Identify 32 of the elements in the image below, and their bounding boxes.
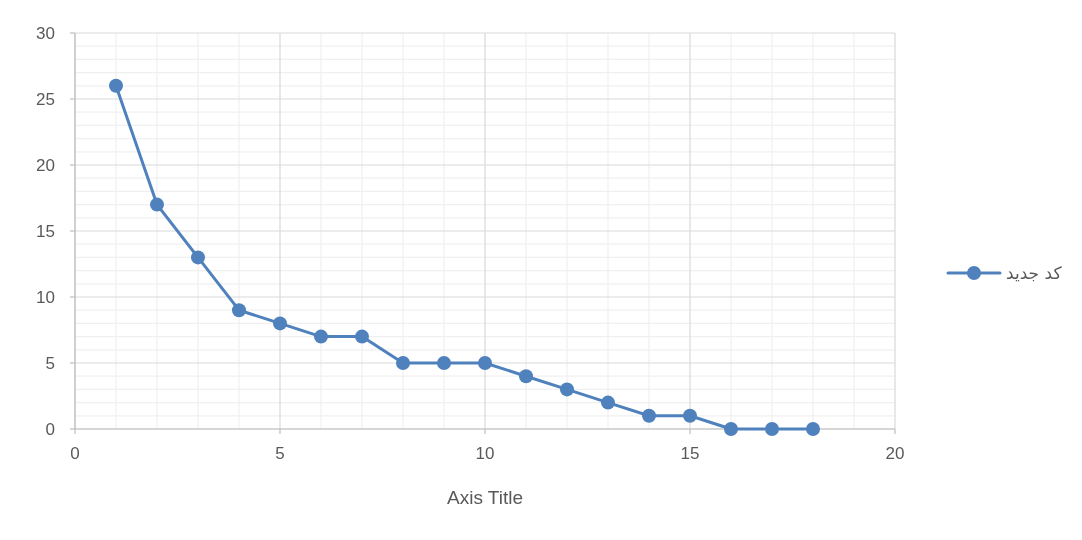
y-tick-label: 25 bbox=[36, 90, 55, 109]
point bbox=[437, 356, 451, 370]
point bbox=[150, 197, 164, 212]
point bbox=[765, 422, 779, 436]
point bbox=[601, 395, 615, 410]
x-tick-label: 5 bbox=[275, 444, 285, 463]
point bbox=[478, 356, 492, 370]
y-tick-label: 20 bbox=[36, 156, 55, 175]
legend-label: كد جديد bbox=[1006, 263, 1063, 283]
point bbox=[806, 422, 820, 436]
y-tick-label: 30 bbox=[36, 24, 55, 43]
y-tick-label: 5 bbox=[45, 354, 55, 373]
point bbox=[232, 303, 246, 318]
x-tick-label: 0 bbox=[70, 444, 80, 463]
point bbox=[724, 422, 738, 436]
point bbox=[355, 329, 369, 344]
point bbox=[519, 369, 533, 384]
point bbox=[314, 329, 328, 344]
y-tick-label: 15 bbox=[36, 222, 55, 241]
x-tick-label: 10 bbox=[475, 444, 495, 463]
point bbox=[273, 316, 287, 331]
x-axis-title: Axis Title bbox=[446, 487, 524, 508]
point bbox=[109, 78, 123, 93]
point bbox=[396, 356, 410, 370]
point bbox=[683, 408, 697, 423]
y-tick-label: 10 bbox=[36, 288, 55, 307]
x-tick-label: 20 bbox=[885, 444, 905, 463]
y-tick-label: 0 bbox=[45, 420, 55, 439]
point bbox=[642, 408, 656, 423]
point bbox=[191, 250, 205, 265]
point bbox=[560, 382, 574, 397]
x-tick-label: 15 bbox=[680, 444, 700, 463]
